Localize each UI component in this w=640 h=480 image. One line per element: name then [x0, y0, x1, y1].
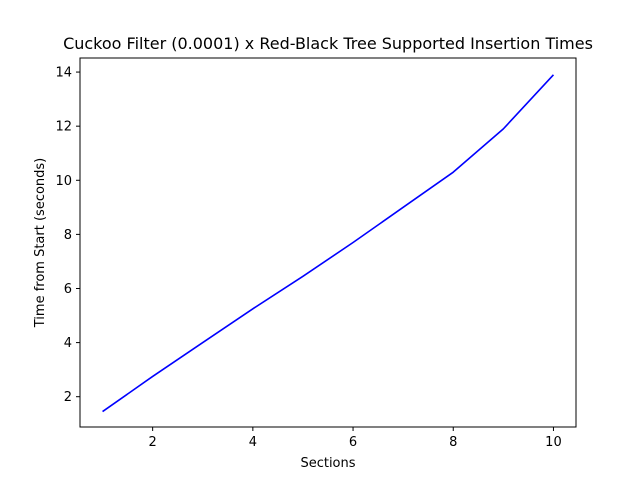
x-tick-label: 10 [545, 435, 562, 450]
x-axis-label: Sections [300, 456, 355, 471]
y-tick-label: 8 [64, 228, 72, 243]
x-tick-label: 6 [349, 435, 357, 450]
y-tick-label: 6 [64, 282, 72, 297]
y-tick-label: 2 [64, 390, 72, 405]
y-tick-label: 10 [55, 174, 72, 189]
plot-series [102, 74, 555, 413]
y-tick-label: 4 [64, 336, 72, 351]
x-tick-label: 8 [449, 435, 457, 450]
y-axis-ticks: 2 4 6 8 10 12 14 [55, 66, 80, 405]
x-tick-label: 2 [149, 435, 157, 450]
chart-title: Cuckoo Filter (0.0001) x Red-Black Tree … [63, 34, 593, 53]
x-tick-label: 4 [249, 435, 257, 450]
x-axis-ticks: 2 4 6 8 10 [149, 427, 562, 450]
y-axis-label: Time from Start (seconds) [33, 158, 48, 329]
y-tick-label: 12 [55, 120, 72, 135]
series-line [102, 74, 555, 413]
y-tick-label: 14 [55, 66, 72, 81]
plot-frame [79, 57, 577, 428]
